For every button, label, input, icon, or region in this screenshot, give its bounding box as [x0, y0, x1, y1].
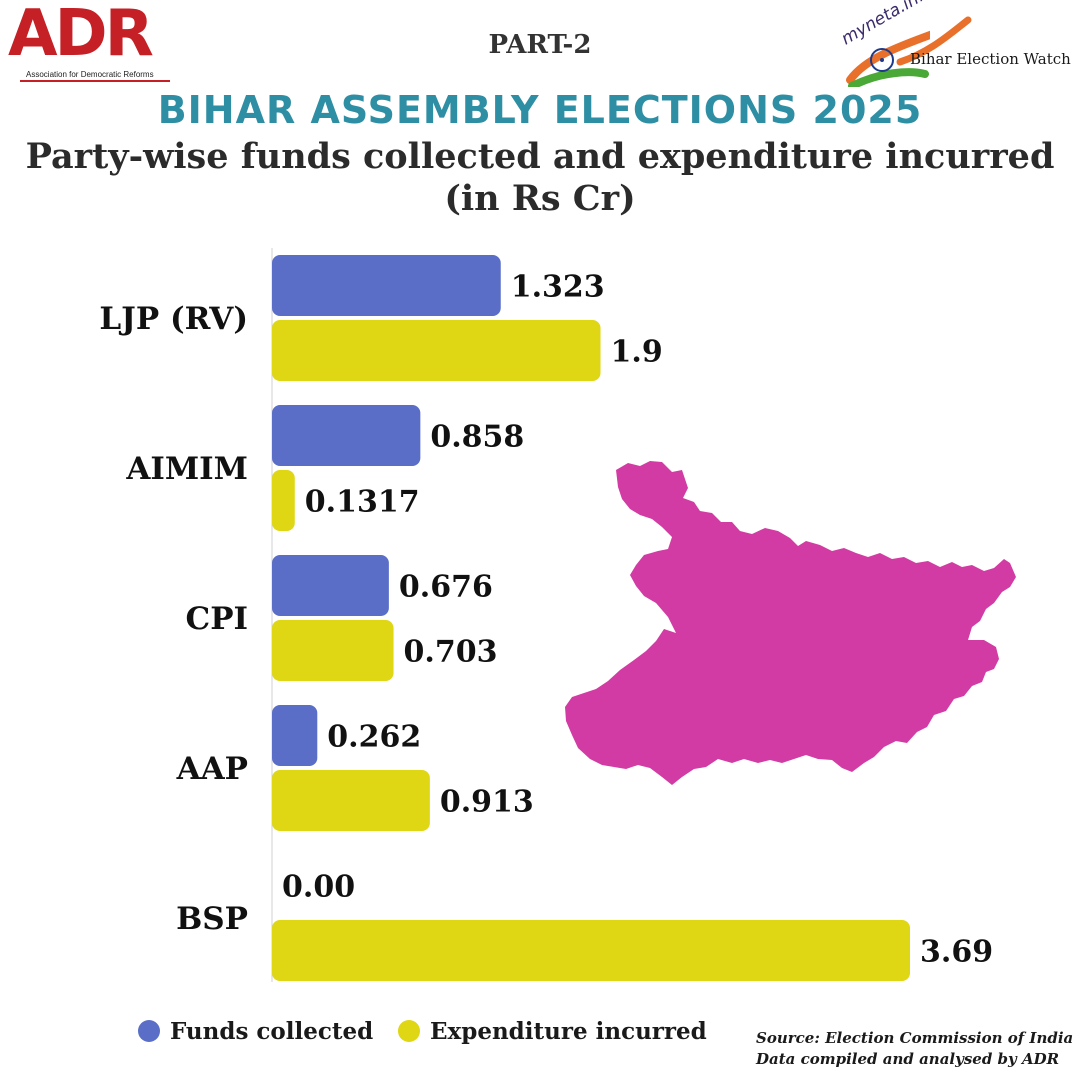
category-label: CPI: [186, 601, 248, 637]
bar-expenditure-incurred: [272, 770, 430, 831]
myneta-logo: myneta.info Bihar Election Watch: [830, 0, 1075, 87]
part-label: PART-2: [488, 30, 592, 60]
legend-label-funds: Funds collected: [170, 1018, 374, 1045]
adr-logo: ADR Association for Democratic Reforms: [8, 2, 170, 82]
bar-funds-collected: [272, 405, 421, 466]
value-label-funds: 0.262: [327, 720, 421, 755]
subtitle: Party-wise funds collected and expenditu…: [0, 136, 1080, 220]
category-label: AIMIM: [125, 451, 248, 487]
source-line-2: Data compiled and analysed by ADR: [756, 1050, 1060, 1068]
adr-wordmark: ADR: [8, 0, 154, 71]
adr-tagline: Association for Democratic Reforms: [26, 70, 154, 79]
main-title: BIHAR ASSEMBLY ELECTIONS 2025: [157, 88, 923, 132]
value-label-funds: 0.858: [430, 420, 524, 455]
source-note: Source: Election Commission of India Dat…: [756, 1028, 1073, 1070]
legend-item-funds: Funds collected: [138, 1018, 373, 1045]
legend-swatch-funds: [138, 1020, 160, 1042]
adr-underline: [20, 80, 170, 82]
bar-expenditure-incurred: [272, 620, 394, 681]
source-line-1: Source: Election Commission of India: [756, 1029, 1074, 1047]
legend-item-expenditure: Expenditure incurred: [398, 1018, 707, 1045]
bar-expenditure-incurred: [272, 920, 910, 981]
subtitle-line-2: (in Rs Cr): [444, 178, 636, 219]
category-label: AAP: [176, 751, 248, 787]
value-label-expenditure: 0.703: [404, 635, 498, 670]
bar-expenditure-incurred: [272, 320, 601, 381]
bihar-election-watch-label: Bihar Election Watch: [910, 50, 1071, 68]
bar-funds-collected: [272, 705, 318, 766]
value-label-funds: 1.323: [511, 270, 605, 305]
legend-label-expenditure: Expenditure incurred: [430, 1018, 707, 1045]
bar-funds-collected: [272, 555, 389, 616]
value-label-expenditure: 0.1317: [305, 485, 420, 520]
bar-funds-collected: [272, 255, 501, 316]
value-label-funds: 0.00: [282, 870, 355, 905]
myneta-swoosh-icon: [846, 30, 930, 87]
value-label-funds: 0.676: [399, 570, 493, 605]
legend-swatch-expenditure: [398, 1020, 420, 1042]
value-label-expenditure: 0.913: [440, 785, 534, 820]
bar-expenditure-incurred: [272, 470, 295, 531]
subtitle-line-1: Party-wise funds collected and expenditu…: [25, 136, 1055, 177]
value-label-expenditure: 1.9: [611, 335, 663, 370]
category-label: BSP: [176, 901, 248, 937]
category-label: LJP (RV): [99, 301, 248, 337]
value-label-expenditure: 3.69: [920, 935, 993, 970]
